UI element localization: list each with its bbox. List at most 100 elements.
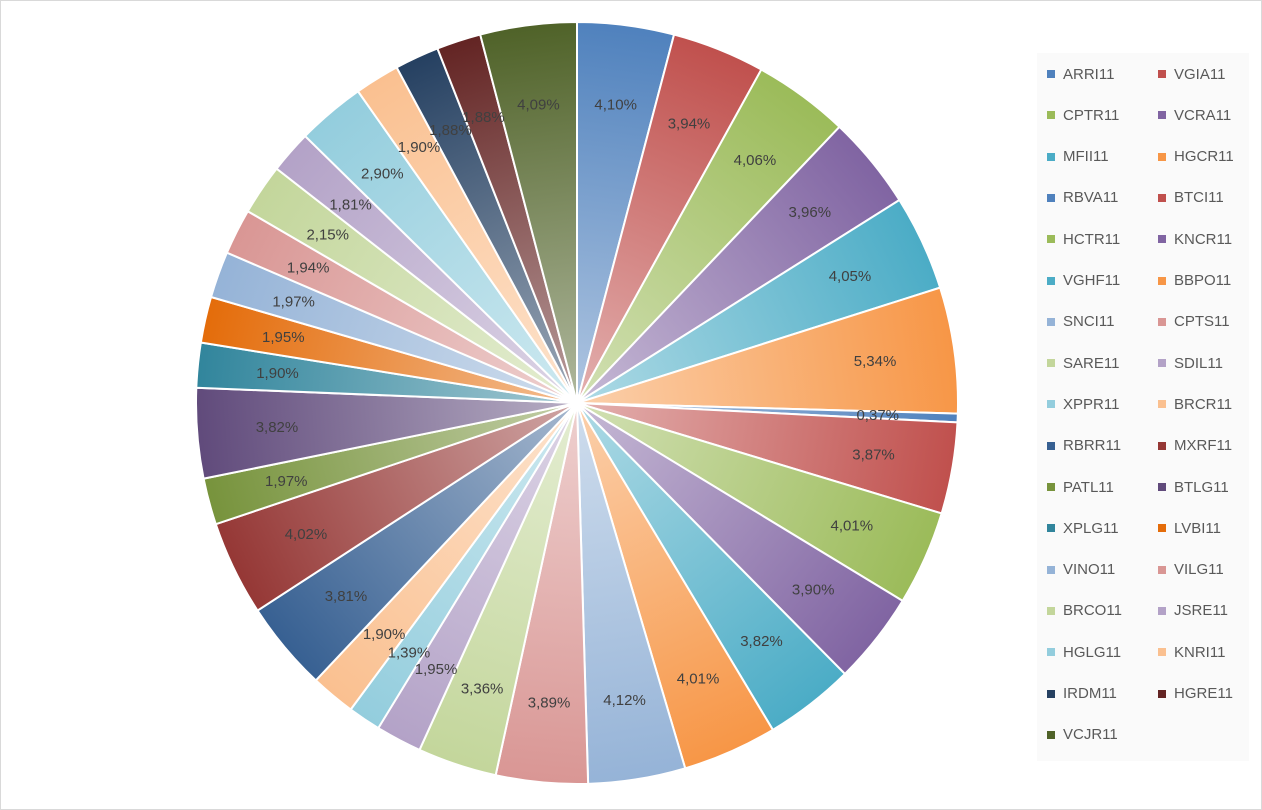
- legend-label: VGHF11: [1063, 272, 1121, 289]
- legend-label: RBRR11: [1063, 437, 1122, 455]
- data-label-lvbi11: 1,95%: [262, 329, 305, 346]
- legend-swatch: [1047, 648, 1055, 657]
- legend-label: VCRA11: [1174, 106, 1232, 124]
- legend-swatch: [1047, 152, 1055, 161]
- legend-label: BTCI11: [1174, 189, 1224, 207]
- legend-label: KNRI11: [1174, 643, 1226, 661]
- legend-item-sdil11: SDIL11: [1158, 353, 1223, 373]
- data-label-irdm11: 1,88%: [429, 122, 472, 139]
- legend-label: LVBI11: [1174, 519, 1221, 537]
- legend-swatch: [1158, 565, 1166, 574]
- legend-label: CPTR11: [1063, 106, 1120, 124]
- legend-label: SARE11: [1063, 354, 1120, 372]
- legend-label: SNCI11: [1063, 313, 1115, 331]
- data-label-mfii11: 4,05%: [829, 268, 872, 285]
- legend-label: XPPR11: [1063, 395, 1120, 413]
- legend-item-vcra11: VCRA11: [1158, 105, 1231, 125]
- legend-item-mfii11: MFII11: [1047, 147, 1109, 167]
- legend-item-brco11: BRCO11: [1047, 601, 1122, 621]
- legend-label: SDIL11: [1174, 354, 1223, 372]
- legend-label: XPLG11: [1063, 519, 1119, 537]
- legend-item-brcr11: BRCR11: [1158, 394, 1232, 414]
- data-label-bbpo11: 4,01%: [677, 671, 720, 688]
- legend-label: KNCR11: [1174, 230, 1233, 248]
- data-label-btci11: 3,87%: [852, 447, 895, 464]
- legend-label: HCTR11: [1063, 230, 1121, 248]
- legend-swatch: [1047, 565, 1055, 574]
- data-label-hgre11: 1,88%: [462, 109, 505, 126]
- legend-swatch: [1158, 359, 1166, 368]
- legend-swatch: [1047, 317, 1055, 326]
- legend-item-jsre11: JSRE11: [1158, 601, 1228, 621]
- legend-swatch: [1158, 317, 1166, 326]
- data-label-hglg11: 2,90%: [361, 165, 404, 182]
- legend-label: IRDM11: [1063, 685, 1117, 702]
- data-label-xppr11: 1,39%: [388, 645, 431, 662]
- legend-swatch: [1047, 483, 1055, 491]
- legend-swatch: [1047, 524, 1055, 533]
- legend-item-vilg11: VILG11: [1158, 560, 1224, 580]
- legend-swatch: [1047, 441, 1055, 450]
- legend-item-cpts11: CPTS11: [1158, 312, 1230, 332]
- legend-swatch: [1158, 483, 1166, 491]
- legend-label: PATL11: [1063, 478, 1114, 496]
- legend-item-bbpo11: BBPO11: [1158, 271, 1231, 291]
- data-label-cptr11: 4,06%: [734, 152, 777, 169]
- data-label-cpts11: 3,89%: [528, 695, 571, 712]
- legend-swatch: [1158, 111, 1166, 120]
- data-label-kncr11: 3,90%: [792, 582, 835, 599]
- legend-label: BRCR11: [1174, 395, 1233, 413]
- legend-label: RBVA11: [1063, 189, 1119, 207]
- legend-swatch: [1158, 441, 1166, 450]
- data-label-snci11: 4,12%: [603, 692, 646, 709]
- legend-swatch: [1047, 193, 1055, 202]
- legend-label: VGIA11: [1174, 65, 1226, 83]
- data-label-sdil11: 1,95%: [415, 661, 458, 678]
- legend-label: VCJR11: [1063, 726, 1118, 744]
- data-label-brco11: 2,15%: [306, 226, 349, 243]
- legend: ARRI11 VGIA11 CPTR11 VCRA11 MFII11 HGCR11 RBVA…: [1037, 53, 1249, 761]
- legend-swatch: [1158, 193, 1166, 202]
- legend-swatch: [1158, 400, 1166, 409]
- legend-item-snci11: SNCI11: [1047, 312, 1114, 332]
- data-label-vcra11: 3,96%: [789, 204, 832, 221]
- legend-item-rbva11: RBVA11: [1047, 188, 1118, 208]
- legend-item-xppr11: XPPR11: [1047, 394, 1119, 414]
- legend-label: HGRE11: [1174, 685, 1233, 702]
- legend-label: HGCR11: [1174, 148, 1234, 166]
- data-label-vghf11: 3,82%: [740, 633, 783, 650]
- data-label-xplg11: 1,90%: [256, 365, 299, 382]
- legend-swatch: [1158, 70, 1166, 78]
- data-label-jsre11: 1,81%: [329, 197, 372, 214]
- legend-label: HGLG11: [1063, 643, 1122, 661]
- data-label-rbrr11: 3,81%: [325, 588, 368, 605]
- legend-swatch: [1047, 689, 1055, 698]
- legend-swatch: [1158, 152, 1166, 161]
- legend-swatch: [1158, 606, 1166, 615]
- data-label-btlg11: 3,82%: [256, 419, 299, 436]
- legend-swatch: [1047, 730, 1055, 739]
- legend-label: ARRI11: [1063, 65, 1115, 83]
- legend-item-btlg11: BTLG11: [1158, 477, 1229, 497]
- legend-label: BRCO11: [1063, 602, 1122, 620]
- data-label-hgcr11: 5,34%: [854, 353, 897, 370]
- legend-item-vino11: VINO11: [1047, 560, 1115, 580]
- legend-item-hctr11: HCTR11: [1047, 229, 1120, 249]
- legend-item-hgre11: HGRE11: [1158, 684, 1233, 704]
- legend-label: MFII11: [1063, 148, 1109, 166]
- legend-label: BTLG11: [1174, 478, 1229, 496]
- legend-swatch: [1158, 648, 1166, 657]
- legend-item-hgcr11: HGCR11: [1158, 147, 1234, 167]
- legend-swatch: [1047, 235, 1055, 244]
- data-label-vcjr11: 4,09%: [517, 96, 560, 113]
- data-label-knri11: 1,90%: [398, 139, 441, 156]
- legend-label: JSRE11: [1174, 602, 1228, 620]
- legend-item-hglg11: HGLG11: [1047, 642, 1121, 662]
- legend-swatch: [1047, 111, 1055, 120]
- legend-item-btci11: BTCI11: [1158, 188, 1224, 208]
- legend-item-arri11: ARRI11: [1047, 64, 1114, 84]
- legend-item-rbrr11: RBRR11: [1047, 436, 1121, 456]
- legend-label: CPTS11: [1174, 313, 1230, 331]
